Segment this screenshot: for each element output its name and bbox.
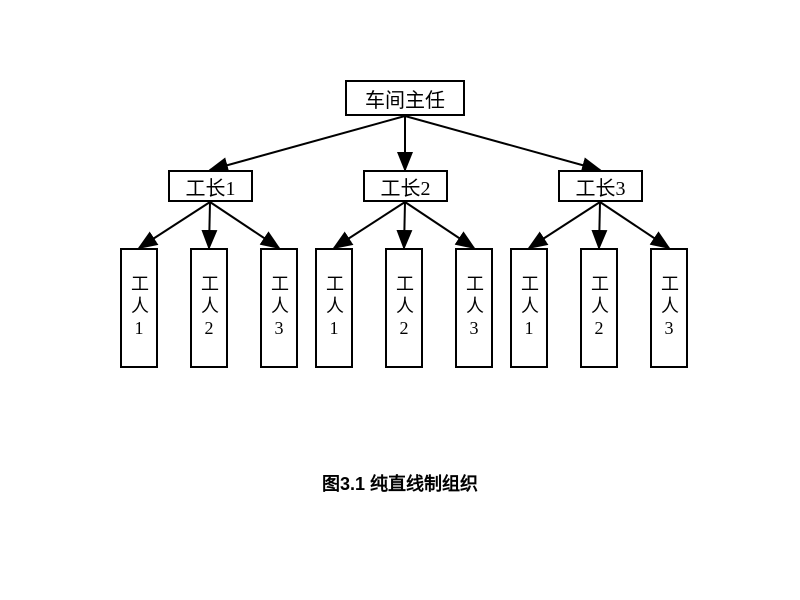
- root-node: 车间主任: [345, 80, 465, 116]
- figure-caption: 图3.1 纯直线制组织: [0, 470, 800, 496]
- leaf-node-4: 工人1: [315, 248, 353, 368]
- mid-node-3: 工长3: [558, 170, 643, 202]
- edge: [210, 116, 405, 170]
- leaf-node-8: 工人2: [580, 248, 618, 368]
- leaf-node-5: 工人2: [385, 248, 423, 368]
- leaf-node-7: 工人1: [510, 248, 548, 368]
- edge: [405, 202, 474, 248]
- mid-node-2: 工长2: [363, 170, 448, 202]
- caption-text: 图3.1 纯直线制组织: [322, 474, 478, 494]
- edge: [334, 202, 405, 248]
- leaf-node-6: 工人3: [455, 248, 493, 368]
- edge: [599, 202, 600, 248]
- edge: [405, 116, 600, 170]
- mid-node-1: 工长1: [168, 170, 253, 202]
- edge: [209, 202, 210, 248]
- edge: [529, 202, 600, 248]
- edge: [139, 202, 210, 248]
- edge: [600, 202, 669, 248]
- edge: [404, 202, 405, 248]
- leaf-node-1: 工人1: [120, 248, 158, 368]
- leaf-node-3: 工人3: [260, 248, 298, 368]
- edge: [210, 202, 279, 248]
- leaf-node-2: 工人2: [190, 248, 228, 368]
- leaf-node-9: 工人3: [650, 248, 688, 368]
